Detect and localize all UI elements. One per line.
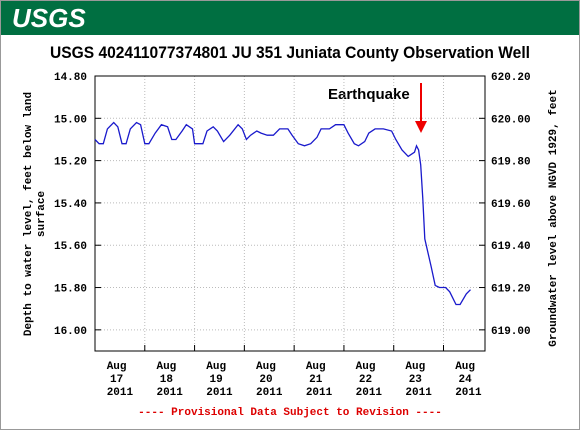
y2-tick-label: 619.00 bbox=[491, 326, 531, 338]
plot-border bbox=[94, 75, 486, 352]
x-tick-label: Aug 21 2011 bbox=[306, 361, 333, 399]
x-tick-label: Aug 23 2011 bbox=[405, 361, 432, 399]
annotation: Earthquake bbox=[328, 86, 410, 103]
x-tick-label: Aug 20 2011 bbox=[256, 361, 283, 399]
y-tick-label: 15.60 bbox=[54, 241, 87, 253]
y2-tick-label: 619.80 bbox=[491, 157, 531, 169]
y-axis-label: surface bbox=[36, 191, 48, 238]
y-tick-label: 15.20 bbox=[54, 157, 87, 169]
header-bar bbox=[1, 1, 579, 35]
logo: USGS bbox=[12, 3, 86, 33]
y-tick-label: 15.40 bbox=[54, 199, 87, 211]
data-line bbox=[94, 121, 471, 306]
x-tick-label: Aug 22 2011 bbox=[356, 361, 383, 399]
chart-title: USGS 402411077374801 JU 351 Juniata Coun… bbox=[50, 43, 530, 62]
y-tick-label: 15.00 bbox=[54, 114, 87, 126]
footer: ---- Provisional Data Subject to Revisio… bbox=[138, 407, 442, 419]
y-tick-label: 15.80 bbox=[54, 284, 87, 296]
y2-tick-label: 619.60 bbox=[491, 199, 531, 211]
x-tick-label: Aug 19 2011 bbox=[206, 361, 233, 399]
y2-tick-label: 620.00 bbox=[491, 114, 531, 126]
y2-tick-label: 619.40 bbox=[491, 241, 531, 253]
y2-tick-label: 619.20 bbox=[491, 284, 531, 296]
annotation-arrowhead bbox=[415, 121, 427, 133]
y2-axis-label: Groundwater level above NGVD 1929, feet bbox=[548, 89, 560, 346]
y2-tick-label: 620.20 bbox=[491, 72, 531, 84]
y-tick-label: 16.00 bbox=[54, 326, 87, 338]
x-tick-label: Aug 17 2011 bbox=[107, 361, 134, 399]
x-tick-label: Aug 18 2011 bbox=[156, 361, 183, 399]
y-tick-label: 14.80 bbox=[54, 72, 87, 84]
x-tick-label: Aug 24 2011 bbox=[455, 361, 482, 399]
y-axis-label: Depth to water level, feet below land bbox=[23, 92, 35, 336]
